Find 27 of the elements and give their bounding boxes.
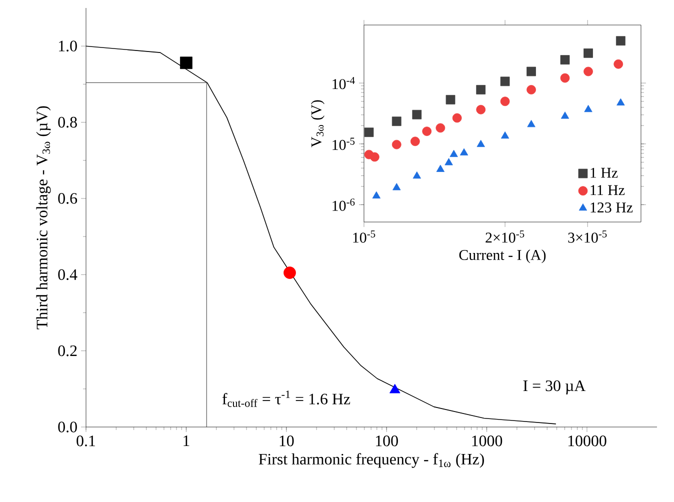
legend-label: 1 Hz xyxy=(590,168,618,178)
x-tick-label: 2×10$^{-5}$ xyxy=(486,230,524,243)
y-tick-label: 1.0 xyxy=(59,40,77,52)
annotation: I = 30 µA xyxy=(523,380,586,394)
x-axis-title: First harmonic frequency - f$_{1ω}$ (Hz) xyxy=(258,453,484,468)
y-tick-label: 10$^{-6}$ xyxy=(332,198,355,211)
y-axis-title: V$_{3ω}$ (V) xyxy=(310,100,324,148)
x-tick-label: 10000 xyxy=(568,436,606,446)
x-tick-label: 1000 xyxy=(472,436,502,446)
y-axis-title: Third harmonic voltage - V$_{3ω}$ (µV) xyxy=(36,106,51,330)
x-tick-label: 10 xyxy=(280,436,294,446)
legend-label: 123 Hz xyxy=(590,202,633,213)
annotation: f$_{cut-off}$ = τ$^{-1}$ = 1.6 Hz xyxy=(222,390,350,407)
x-axis-title: Current - I (A) xyxy=(459,250,546,264)
y-tick-label: 10$^{-4}$ xyxy=(332,76,355,90)
y-tick-label: 0.2 xyxy=(58,345,77,356)
x-tick-label: 100 xyxy=(376,436,398,446)
y-tick-label: 0.6 xyxy=(58,193,78,204)
y-tick-label: 10$^{-5}$ xyxy=(332,138,355,150)
legend-label: 11 Hz xyxy=(590,185,625,196)
y-tick-label: 0.8 xyxy=(58,116,77,128)
y-tick-label: 0.0 xyxy=(58,422,77,432)
x-tick-label: 1 xyxy=(184,436,190,446)
x-tick-label: 0.1 xyxy=(76,436,96,446)
x-tick-label: 3×10$^{-5}$ xyxy=(568,230,607,243)
y-tick-label: 0.4 xyxy=(58,269,78,280)
x-tick-label: 10$^{-5}$ xyxy=(353,230,376,243)
